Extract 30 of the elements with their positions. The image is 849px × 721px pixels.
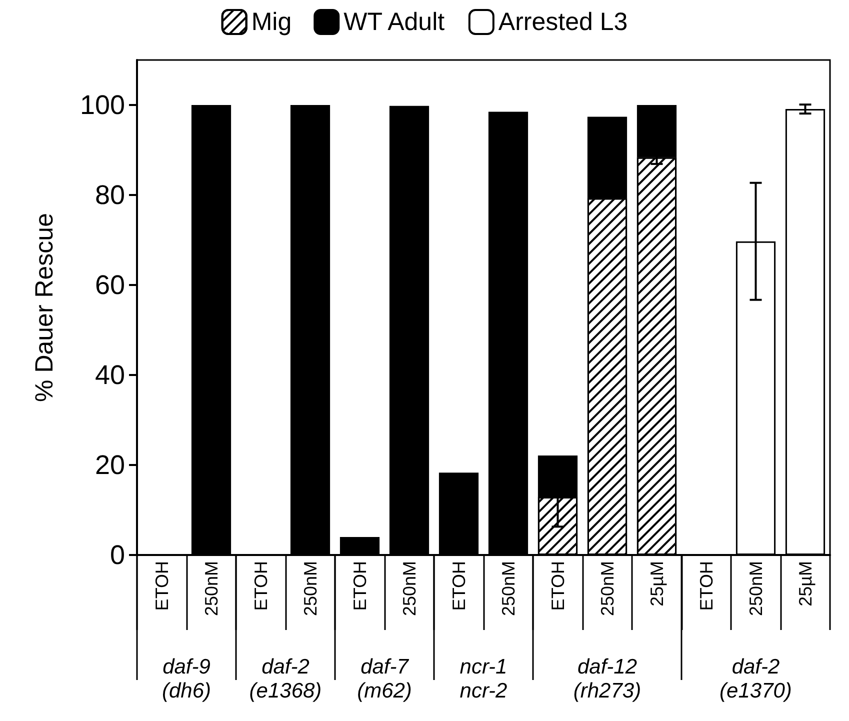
x-tick-label: 250nM (597, 561, 618, 616)
x-tick-label: ETOH (152, 561, 172, 611)
y-tick-label: 20 (94, 450, 125, 480)
x-tick-label: 25µM (795, 561, 816, 606)
text: ncr-1 ncr-2 (460, 656, 508, 702)
x-tick-label: 25µM (646, 561, 667, 606)
legend-label: Arrested L3 (498, 8, 628, 36)
y-tick-label: 60 (94, 270, 125, 300)
y-tick-label: 0 (110, 540, 125, 570)
y-axis-title: % Dauer Rescue (30, 213, 58, 402)
legend-label: Mig (251, 8, 292, 36)
x-tick-label: ETOH (548, 561, 568, 611)
x-tick-label: ETOH (696, 561, 716, 611)
text: daf-9 (dh6) (162, 656, 212, 702)
y-tick-label: 100 (80, 90, 125, 120)
y-tick-label: 40 (94, 360, 125, 390)
text: daf-2 (e1370) (720, 656, 792, 702)
x-tick-label: 250nM (498, 561, 518, 616)
text: daf-7 (m62) (357, 656, 412, 702)
y-tick-label: 80 (94, 180, 125, 210)
legend-label: WT Adult (344, 8, 445, 36)
x-tick-label: ETOH (350, 561, 370, 611)
text: daf-12 (rh273) (573, 656, 642, 702)
x-tick-label: ETOH (448, 561, 469, 611)
x-tick-label: 250nM (300, 561, 320, 616)
x-tick-label: ETOH (250, 561, 271, 611)
x-tick-label: 250nM (201, 561, 222, 616)
x-tick-label: 250nM (746, 561, 766, 616)
x-tick-label: 250nM (399, 561, 420, 616)
text: daf-2 (e1368) (249, 656, 322, 702)
